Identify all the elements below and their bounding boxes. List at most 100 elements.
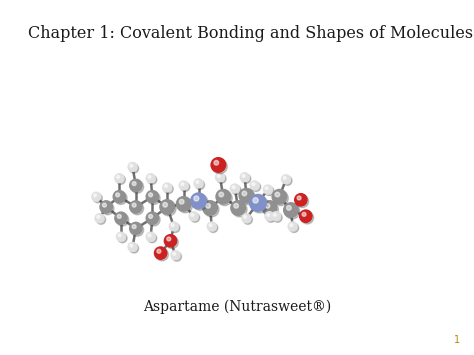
Circle shape xyxy=(243,215,253,224)
Circle shape xyxy=(249,195,266,211)
Circle shape xyxy=(128,163,137,171)
Circle shape xyxy=(132,225,136,229)
Circle shape xyxy=(118,234,127,243)
Circle shape xyxy=(217,174,220,178)
Circle shape xyxy=(242,214,251,223)
Circle shape xyxy=(231,201,246,215)
Circle shape xyxy=(265,186,274,196)
Circle shape xyxy=(244,215,246,218)
Circle shape xyxy=(115,174,124,183)
Circle shape xyxy=(149,214,153,218)
Circle shape xyxy=(146,212,158,224)
Circle shape xyxy=(239,189,254,203)
Circle shape xyxy=(167,237,171,241)
Circle shape xyxy=(209,223,218,233)
Circle shape xyxy=(169,222,178,231)
Circle shape xyxy=(93,194,96,197)
Circle shape xyxy=(102,203,106,207)
Circle shape xyxy=(113,191,126,203)
Circle shape xyxy=(211,158,226,172)
Circle shape xyxy=(242,174,245,178)
Circle shape xyxy=(164,185,167,187)
Circle shape xyxy=(148,175,151,178)
Circle shape xyxy=(209,224,212,226)
Circle shape xyxy=(92,192,101,201)
Circle shape xyxy=(131,202,144,215)
Circle shape xyxy=(288,222,297,231)
Circle shape xyxy=(295,193,307,206)
Circle shape xyxy=(97,215,100,218)
Circle shape xyxy=(218,191,232,206)
Circle shape xyxy=(207,222,216,231)
Circle shape xyxy=(116,193,119,197)
Circle shape xyxy=(204,202,219,217)
Circle shape xyxy=(163,202,167,207)
Circle shape xyxy=(219,192,224,197)
Circle shape xyxy=(178,198,192,213)
Circle shape xyxy=(272,212,281,221)
Circle shape xyxy=(115,212,127,224)
Circle shape xyxy=(287,206,291,210)
Circle shape xyxy=(181,183,184,186)
Circle shape xyxy=(116,213,129,226)
Circle shape xyxy=(171,251,180,260)
Circle shape xyxy=(130,164,133,167)
Circle shape xyxy=(206,203,210,208)
Circle shape xyxy=(118,234,121,237)
Circle shape xyxy=(146,174,155,183)
Circle shape xyxy=(251,196,268,213)
Circle shape xyxy=(179,200,184,204)
Circle shape xyxy=(147,192,160,204)
Circle shape xyxy=(116,175,126,184)
Circle shape xyxy=(115,192,127,204)
Circle shape xyxy=(130,244,133,247)
Circle shape xyxy=(266,213,275,222)
Circle shape xyxy=(191,193,206,209)
Circle shape xyxy=(290,224,293,226)
Circle shape xyxy=(155,247,167,259)
Circle shape xyxy=(273,213,276,216)
Circle shape xyxy=(146,191,158,203)
Circle shape xyxy=(191,213,200,222)
Circle shape xyxy=(192,194,208,210)
Circle shape xyxy=(264,202,278,217)
Circle shape xyxy=(264,185,273,194)
Circle shape xyxy=(117,214,121,218)
Circle shape xyxy=(212,159,227,174)
Circle shape xyxy=(132,182,136,186)
Circle shape xyxy=(232,185,241,195)
Circle shape xyxy=(253,198,258,203)
Circle shape xyxy=(283,176,286,179)
Circle shape xyxy=(131,181,144,193)
Circle shape xyxy=(130,201,142,213)
Circle shape xyxy=(100,201,112,213)
Circle shape xyxy=(273,191,288,206)
Circle shape xyxy=(164,185,173,193)
Circle shape xyxy=(149,193,153,197)
Circle shape xyxy=(252,183,255,186)
Circle shape xyxy=(117,232,126,241)
Circle shape xyxy=(166,236,178,248)
Circle shape xyxy=(179,181,188,190)
Circle shape xyxy=(176,197,191,211)
Circle shape xyxy=(128,242,137,251)
Circle shape xyxy=(173,252,182,261)
Circle shape xyxy=(282,175,291,184)
Circle shape xyxy=(290,223,299,233)
Text: Aspartame (Nutrasweet®): Aspartame (Nutrasweet®) xyxy=(143,300,331,314)
Circle shape xyxy=(232,186,235,189)
Circle shape xyxy=(117,175,119,178)
Circle shape xyxy=(130,222,142,235)
Circle shape xyxy=(181,182,190,191)
Circle shape xyxy=(250,181,259,190)
Circle shape xyxy=(95,214,104,223)
Circle shape xyxy=(275,192,280,197)
Circle shape xyxy=(194,196,199,201)
Circle shape xyxy=(272,190,287,204)
Text: 1: 1 xyxy=(454,335,460,345)
Circle shape xyxy=(157,249,161,253)
Circle shape xyxy=(101,202,114,215)
Circle shape xyxy=(146,232,155,241)
Circle shape xyxy=(171,224,174,226)
Circle shape xyxy=(297,196,301,200)
